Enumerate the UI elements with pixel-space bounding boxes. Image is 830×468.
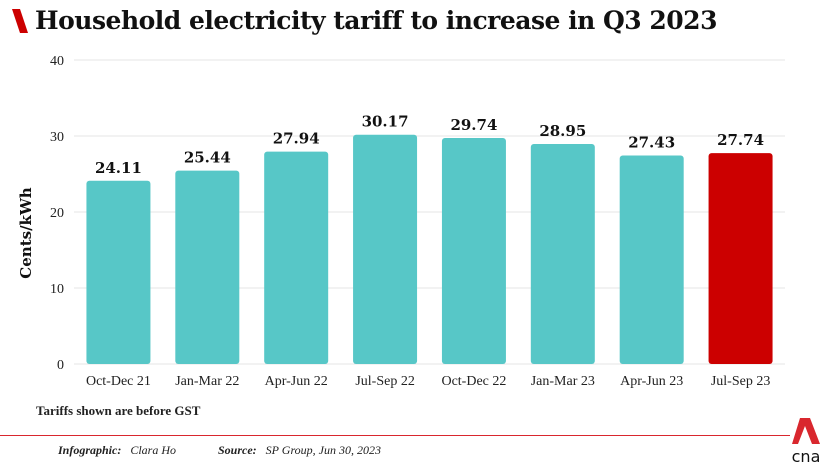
y-tick-label: 40 (50, 54, 64, 69)
chart-note: Tariffs shown are before GST (36, 403, 201, 418)
data-label: 30.17 (362, 113, 409, 131)
source-value: SP Group, Jun 30, 2023 (265, 443, 382, 457)
svg-text:cna: cna (792, 447, 821, 464)
bar (264, 151, 329, 364)
y-tick-label: 0 (57, 358, 64, 373)
title-accent-icon (12, 9, 28, 33)
x-tick-label: Jul-Sep 22 (355, 374, 415, 389)
bar (353, 134, 418, 364)
source-label: Source: (218, 443, 257, 457)
x-tick-label: Jul-Sep 23 (711, 374, 771, 389)
data-label: 24.11 (95, 159, 142, 177)
data-label: 28.95 (539, 122, 586, 140)
cna-logo: cna (792, 418, 821, 464)
bar (708, 153, 773, 364)
bar (86, 180, 151, 364)
source: Source: SP Group, Jun 30, 2023 (218, 443, 381, 458)
credit-value: Clara Ho (130, 443, 177, 457)
credit: Infographic: Clara Ho (58, 443, 176, 458)
x-tick-label: Jan-Mar 23 (531, 374, 595, 389)
page-title: Household electricity tariff to increase… (35, 6, 717, 35)
bar (619, 155, 684, 364)
credit-label: Infographic: (58, 443, 122, 457)
divider (0, 435, 790, 436)
x-tick-label: Jan-Mar 22 (175, 374, 239, 389)
y-tick-label: 30 (50, 130, 64, 145)
bar (530, 143, 595, 364)
data-label: 27.43 (628, 134, 675, 152)
bar-chart: 0 10 20 30 40 Cents/kWh 24.11 Oct-Dec 21 25.44 Ja… (17, 54, 785, 389)
data-label: 29.74 (450, 116, 497, 134)
data-label: 27.94 (273, 130, 320, 148)
bar (441, 137, 506, 364)
x-tick-label: Oct-Dec 22 (441, 374, 506, 389)
y-axis-label: Cents/kWh (17, 187, 35, 278)
y-tick-label: 20 (50, 206, 64, 221)
x-tick-label: Apr-Jun 22 (265, 374, 328, 389)
data-label: 25.44 (184, 149, 231, 167)
y-tick-label: 10 (50, 282, 64, 297)
data-label: 27.74 (717, 131, 764, 149)
bar (175, 170, 240, 364)
x-tick-label: Apr-Jun 23 (620, 374, 683, 389)
x-tick-label: Oct-Dec 21 (86, 374, 151, 389)
